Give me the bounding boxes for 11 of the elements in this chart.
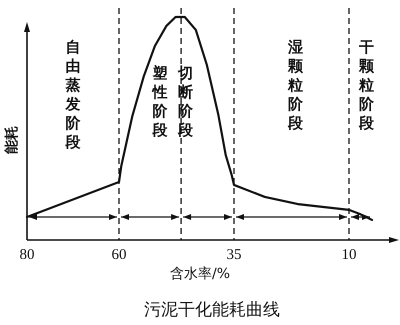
x-tick-label: 35 xyxy=(226,247,242,263)
x-tick-label: 60 xyxy=(112,247,126,263)
x-axis-title: 含水率/% xyxy=(170,266,230,282)
annotation: 塑性阶段 xyxy=(152,64,169,139)
x-tick-label: 10 xyxy=(342,247,356,263)
x-tick-label: 80 xyxy=(20,247,34,263)
text: 污泥干化能耗曲线 xyxy=(144,300,280,320)
annotation: 自由蒸发阶段 xyxy=(64,38,82,151)
annotation: 干颗粒阶段 xyxy=(358,38,375,132)
y-axis-title: 能耗 xyxy=(4,126,20,154)
annotation: 湿颗粒阶段 xyxy=(287,38,304,132)
